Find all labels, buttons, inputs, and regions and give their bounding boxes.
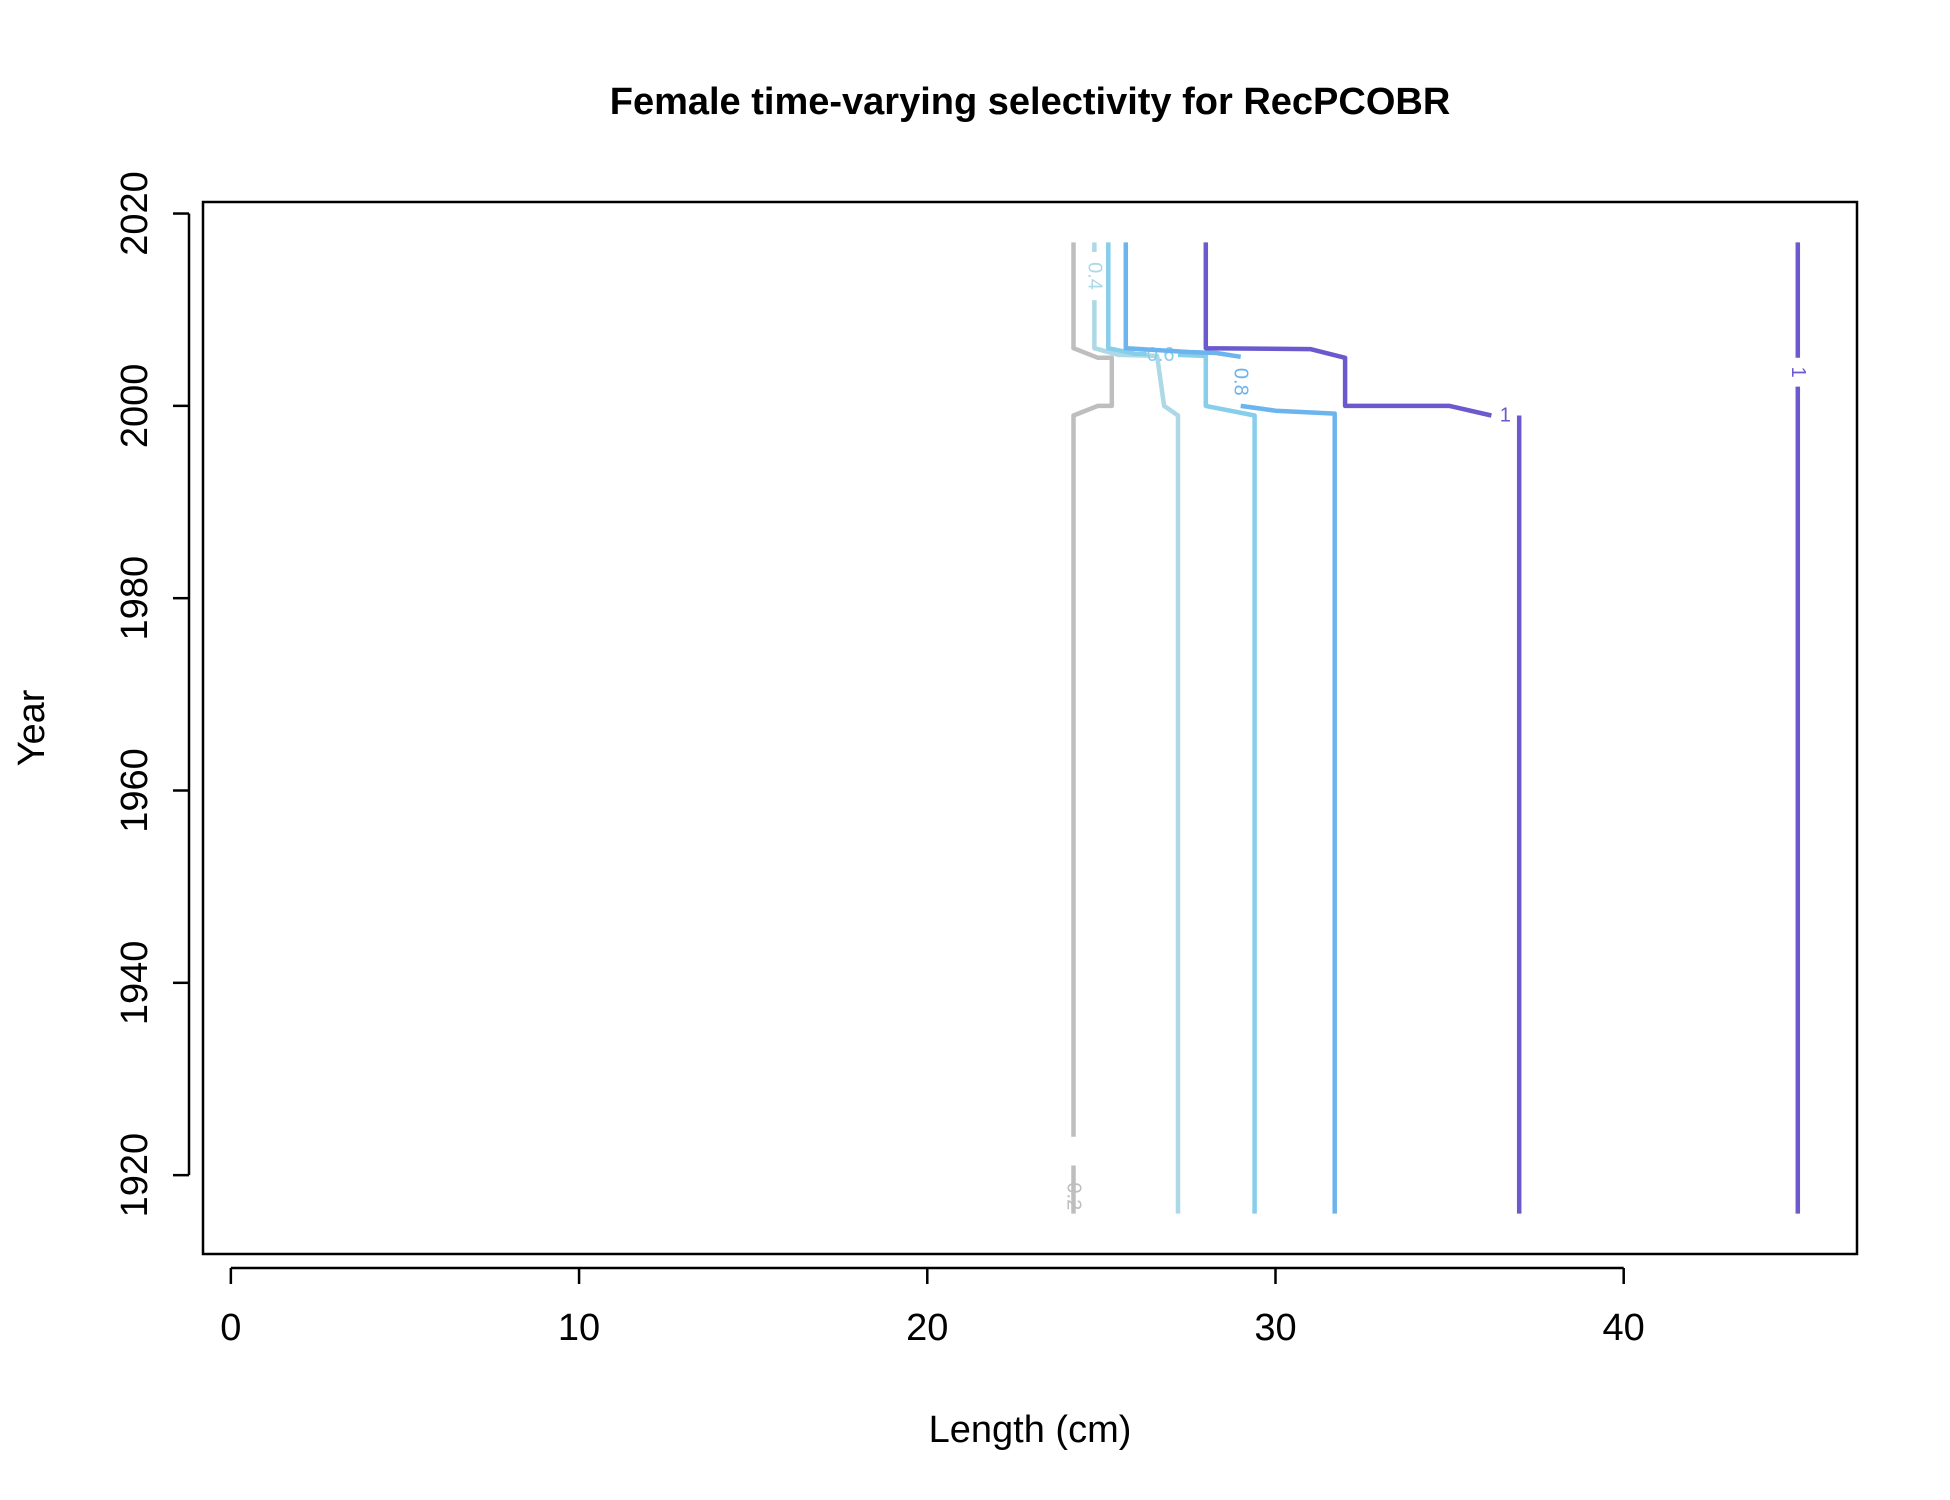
contour-label: 1 bbox=[1787, 367, 1809, 378]
contour-line bbox=[1177, 352, 1257, 1214]
y-tick-label: 1940 bbox=[114, 941, 156, 1026]
x-tick-label: 10 bbox=[558, 1307, 600, 1349]
contour-line bbox=[1092, 300, 1181, 1214]
contour-label: 0.8 bbox=[1230, 368, 1252, 396]
x-tick-label: 40 bbox=[1603, 1307, 1645, 1349]
x-tick-label: 20 bbox=[906, 1307, 948, 1349]
chart-title: Female time-varying selectivity for RecP… bbox=[610, 81, 1451, 123]
y-axis-label: Year bbox=[11, 689, 53, 766]
y-tick-label: 1920 bbox=[114, 1133, 156, 1218]
contour-level-0-4: 0.4 bbox=[1083, 242, 1181, 1214]
contour-level-1: 11 bbox=[1203, 242, 1809, 1214]
y-tick-label: 1980 bbox=[114, 556, 156, 641]
contour-level-0-8: 0.8 bbox=[1123, 242, 1337, 1214]
contour-label: 0.4 bbox=[1083, 262, 1105, 290]
x-axis: 0 10 20 30 40 bbox=[220, 1266, 1645, 1349]
contour-line bbox=[1106, 242, 1147, 357]
x-tick-label: 30 bbox=[1254, 1307, 1296, 1349]
contour-label: 0.6 bbox=[1147, 344, 1175, 366]
contour-line bbox=[1123, 242, 1242, 360]
contour-label: 0.2 bbox=[1063, 1182, 1085, 1210]
contour-line bbox=[1203, 242, 1492, 418]
plot-frame bbox=[201, 200, 1859, 1256]
contour-label: 1 bbox=[1500, 405, 1511, 427]
x-axis-label: Length (cm) bbox=[929, 1409, 1132, 1451]
contour-lines: 0.20.40.60.811 bbox=[1063, 242, 1809, 1214]
contour-level-0-2: 0.2 bbox=[1063, 242, 1115, 1214]
contour-line bbox=[1071, 242, 1115, 1137]
y-tick-label: 2020 bbox=[114, 171, 156, 256]
y-tick-label: 2000 bbox=[114, 364, 156, 449]
contour-line bbox=[1240, 403, 1337, 1214]
y-tick-label: 1960 bbox=[114, 748, 156, 833]
x-tick-label: 0 bbox=[220, 1307, 241, 1349]
y-axis: 1920 1940 1960 1980 2000 2020 bbox=[114, 171, 191, 1218]
